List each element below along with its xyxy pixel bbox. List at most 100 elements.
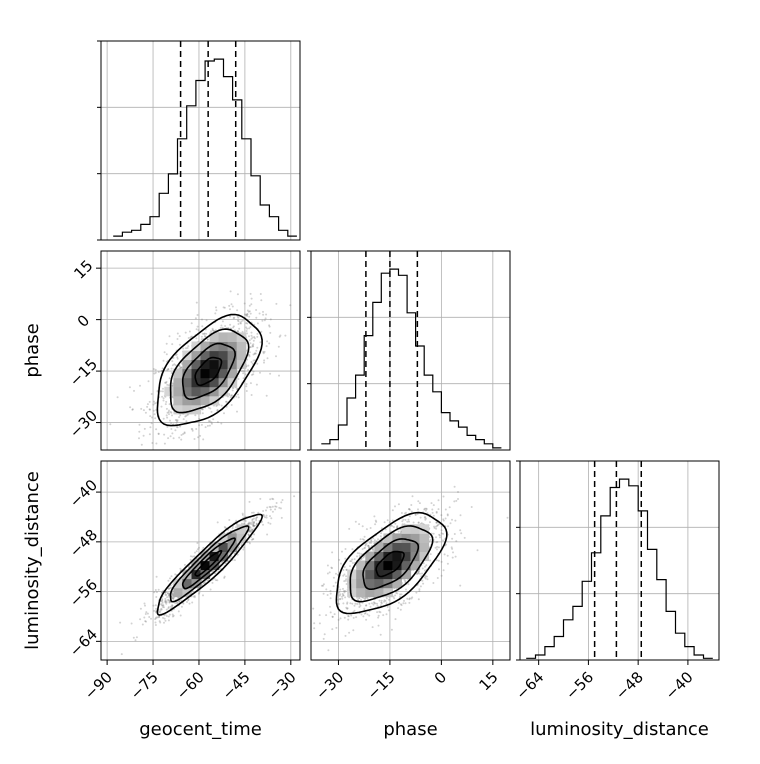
- sample-point: [249, 292, 252, 295]
- sample-point: [423, 569, 426, 572]
- sample-point: [251, 373, 253, 376]
- sample-point: [394, 505, 396, 508]
- sample-point: [345, 575, 348, 578]
- sample-point: [354, 602, 357, 605]
- sample-point: [341, 597, 344, 600]
- sample-point: [393, 597, 396, 600]
- sample-point: [252, 522, 255, 524]
- sample-point: [169, 419, 171, 422]
- sample-point: [417, 571, 420, 574]
- sample-point: [421, 579, 424, 582]
- sample-point: [172, 356, 175, 359]
- sample-point: [171, 414, 173, 417]
- sample-point: [380, 532, 383, 535]
- sample-point: [155, 616, 158, 619]
- y-tick-label: 0: [74, 311, 93, 330]
- sample-point: [376, 602, 379, 605]
- density-cell: [200, 368, 211, 379]
- density-cell: [173, 395, 183, 406]
- sample-point: [400, 512, 403, 514]
- sample-point: [271, 505, 274, 508]
- density-cell: [374, 569, 384, 580]
- sample-point: [165, 594, 168, 596]
- sample-point: [246, 327, 249, 330]
- sample-point: [168, 403, 171, 406]
- sample-point: [342, 587, 344, 590]
- sample-point: [245, 385, 248, 388]
- sample-point: [207, 338, 209, 341]
- sample-point: [165, 615, 168, 617]
- sample-point: [418, 588, 421, 591]
- density-cell: [173, 578, 183, 589]
- sample-point: [275, 355, 277, 358]
- sample-point: [168, 592, 171, 595]
- sample-point: [210, 422, 213, 425]
- sample-point: [440, 574, 443, 577]
- sample-point: [168, 601, 171, 604]
- sample-point: [417, 508, 419, 511]
- sample-point: [166, 592, 169, 594]
- sample-point: [274, 505, 277, 508]
- sample-point: [170, 367, 173, 370]
- sample-point: [415, 572, 418, 575]
- sample-point: [272, 498, 275, 501]
- sample-point: [188, 602, 191, 605]
- sample-point: [435, 521, 438, 524]
- sample-point: [379, 535, 382, 538]
- density-cell: [374, 578, 384, 589]
- density-cell: [410, 524, 421, 534]
- sample-point: [367, 545, 370, 547]
- sample-point: [372, 537, 375, 540]
- sample-point: [454, 555, 457, 558]
- density-cell: [182, 359, 192, 370]
- sample-point: [246, 313, 249, 315]
- sample-point: [176, 420, 179, 423]
- sample-point: [410, 510, 413, 513]
- sample-point: [245, 383, 248, 385]
- sample-point: [128, 386, 131, 389]
- sample-point: [419, 585, 422, 588]
- sample-point: [191, 601, 194, 604]
- sample-point: [165, 353, 168, 356]
- sample-point: [236, 553, 239, 556]
- sample-point: [370, 540, 373, 542]
- sample-point: [180, 605, 183, 608]
- sample-point: [368, 614, 371, 617]
- sample-point: [180, 599, 183, 602]
- sample-point: [257, 511, 260, 514]
- sample-point: [451, 518, 453, 521]
- sample-point: [389, 524, 392, 527]
- sample-point: [237, 396, 240, 399]
- sample-point: [168, 377, 171, 380]
- x-tick-label: −56: [562, 668, 597, 703]
- sample-point: [384, 528, 387, 531]
- sample-point: [180, 434, 183, 436]
- sample-point: [358, 597, 361, 599]
- sample-point: [435, 510, 438, 513]
- sample-point: [166, 416, 169, 419]
- sample-point: [195, 558, 198, 561]
- density-cell: [365, 551, 375, 562]
- sample-point: [434, 546, 437, 549]
- sample-point: [339, 617, 342, 620]
- sample-point: [249, 312, 252, 315]
- sample-point: [387, 598, 390, 601]
- sample-point: [179, 425, 182, 428]
- sample-point: [422, 582, 425, 585]
- sample-point: [220, 422, 223, 425]
- sample-point: [163, 621, 165, 624]
- sample-point: [220, 324, 223, 327]
- sample-point: [431, 508, 434, 511]
- sample-point: [177, 596, 180, 599]
- density-cell: [191, 569, 202, 580]
- sample-point: [165, 601, 168, 603]
- sample-point: [432, 514, 435, 517]
- sample-point: [365, 604, 367, 607]
- sample-point: [247, 523, 250, 526]
- sample-point: [175, 421, 178, 424]
- sample-point: [397, 601, 400, 604]
- sample-point: [134, 639, 137, 642]
- sample-point: [281, 499, 284, 501]
- sample-point: [405, 588, 407, 591]
- sample-point: [166, 369, 169, 372]
